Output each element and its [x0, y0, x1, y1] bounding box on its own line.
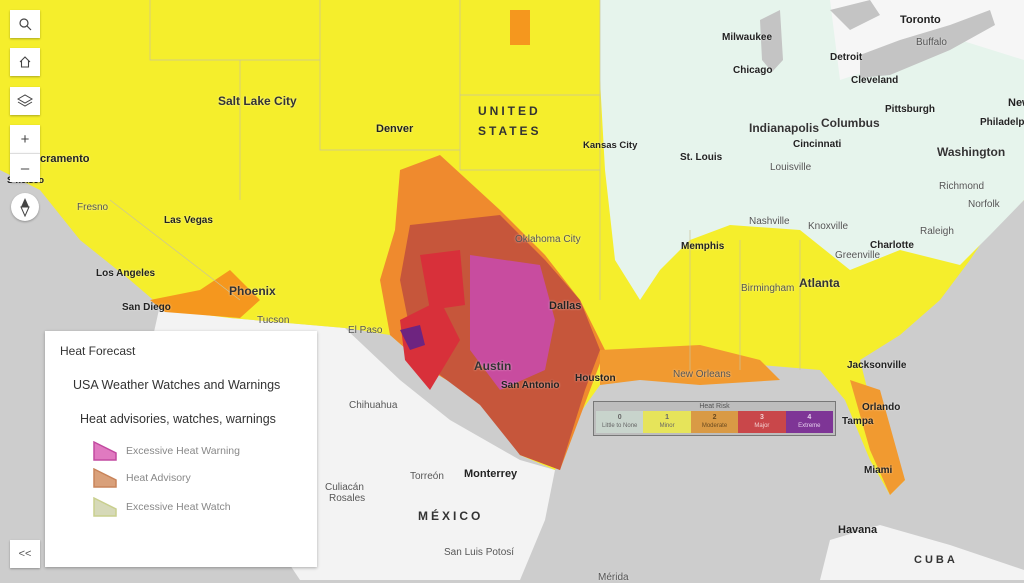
- mexico-land: [150, 305, 1024, 580]
- city-label: Havana: [838, 524, 878, 536]
- country-label: MÉXICO: [418, 509, 484, 523]
- heat-extreme: [400, 325, 425, 350]
- heat-risk-level-2: 2 Moderate: [690, 411, 739, 433]
- polygon-swatch-icon: [93, 441, 117, 461]
- legend-layer-title: USA Weather Watches and Warnings: [73, 378, 281, 392]
- city-label: Richmond: [939, 181, 985, 192]
- heat-gulf: [600, 345, 905, 495]
- city-label: cramento: [40, 153, 90, 165]
- heat-risk-level-4: 4 Extreme: [785, 411, 834, 433]
- great-lakes: [760, 0, 995, 78]
- city-label: Jacksonville: [847, 360, 907, 371]
- city-label: Orlando: [862, 402, 901, 413]
- city-label: New Orleans: [673, 369, 731, 380]
- city-label: Raleigh: [920, 226, 954, 237]
- city-label: Fresno: [77, 202, 109, 213]
- country-label: CUBA: [914, 554, 958, 566]
- city-label: Las Vegas: [164, 215, 213, 226]
- city-label: Memphis: [681, 241, 725, 252]
- city-label: Greenville: [835, 250, 881, 261]
- legend-item-label: Excessive Heat Warning: [126, 445, 240, 457]
- city-label: Cleveland: [851, 75, 899, 86]
- city-label: Birmingham: [741, 283, 795, 294]
- city-label: Phoenix: [229, 284, 276, 298]
- city-label: Pittsburgh: [885, 104, 935, 115]
- city-label: Chihuahua: [349, 400, 398, 411]
- city-label: San Antonio: [501, 380, 560, 391]
- country-label: UNITED: [478, 104, 541, 118]
- city-label: Tampa: [842, 416, 874, 427]
- city-label: Monterrey: [464, 468, 518, 480]
- city-label: Cincinnati: [793, 139, 842, 150]
- home-button[interactable]: [10, 48, 40, 76]
- city-label: Atlanta: [799, 276, 840, 290]
- layers-button[interactable]: [10, 87, 40, 115]
- city-label: Culiacán: [325, 482, 364, 493]
- heat-risk-title: Heat Risk: [699, 403, 730, 410]
- city-label: El Paso: [348, 325, 383, 336]
- city-label: Charlotte: [870, 240, 914, 251]
- city-label: New: [1008, 97, 1024, 109]
- city-label: Los Angeles: [96, 268, 156, 279]
- northeast-low-risk: [600, 0, 1024, 300]
- city-label: Buffalo: [916, 37, 947, 48]
- city-label: Austin: [474, 359, 512, 373]
- legend-title: Heat Forecast: [60, 344, 136, 358]
- city-label: Salt Lake City: [218, 94, 297, 108]
- city-label: Toronto: [900, 14, 941, 26]
- heat-risk-level-1: 1 Minor: [643, 411, 691, 433]
- polygon-swatch-icon: [93, 497, 117, 517]
- city-label: Oklahoma City: [515, 234, 581, 245]
- city-label: Knoxville: [808, 221, 849, 232]
- city-label: Indianapolis: [749, 121, 820, 135]
- heat-major: [400, 250, 465, 390]
- compass-icon: [20, 198, 30, 217]
- legend-panel: Heat Forecast USA Weather Watches and Wa…: [45, 331, 317, 567]
- city-label: Kansas City: [583, 140, 638, 151]
- legend-item-heat-advisory: Heat Advisory: [93, 468, 191, 488]
- city-label: Louisville: [770, 162, 812, 173]
- polygon-swatch-icon: [93, 468, 117, 488]
- legend-item-label: Excessive Heat Watch: [126, 501, 231, 513]
- layers-icon: [17, 94, 33, 107]
- city-label: Tucson: [257, 315, 290, 326]
- city-label: San Diego: [122, 302, 171, 313]
- city-label: Norfolk: [968, 199, 1000, 210]
- city-label: St. Louis: [680, 152, 723, 163]
- compass-button[interactable]: [11, 193, 39, 221]
- heat-warning-pink: [470, 255, 555, 390]
- legend-item-excessive-heat-warning: Excessive Heat Warning: [93, 441, 240, 461]
- legend-item-excessive-heat-watch: Excessive Heat Watch: [93, 497, 231, 517]
- city-label: Denver: [376, 123, 414, 135]
- zoom-out-button[interactable]: –: [10, 153, 40, 182]
- home-icon: [19, 56, 31, 68]
- zoom-in-button[interactable]: +: [10, 125, 40, 153]
- city-label: Washington: [937, 145, 1006, 159]
- collapse-button[interactable]: <<: [10, 540, 40, 568]
- heat-risk-key: Heat Risk 0 Little to None 1 Minor 2 Modera…: [593, 401, 836, 436]
- city-label: Rosales: [329, 493, 366, 504]
- search-button[interactable]: [10, 10, 40, 38]
- city-label: Philadelphi: [980, 117, 1024, 128]
- city-label: Columbus: [821, 116, 880, 130]
- city-label: Milwaukee: [722, 32, 773, 43]
- city-label: Detroit: [830, 52, 863, 63]
- city-label: Houston: [575, 373, 616, 384]
- city-label: San Luis Potosí: [444, 547, 515, 558]
- heat-risk-level-3: 3 Major: [738, 411, 786, 433]
- search-icon: [19, 18, 32, 31]
- city-label: Miami: [864, 465, 893, 476]
- city-label: Nashville: [749, 216, 790, 227]
- city-label: Mérida: [598, 572, 629, 583]
- city-label: Chicago: [733, 65, 773, 76]
- legend-item-label: Heat Advisory: [126, 472, 191, 484]
- heat-risk-level-0: 0 Little to None: [596, 411, 644, 433]
- state-borders: [109, 0, 801, 370]
- country-label: STATES: [478, 124, 542, 138]
- city-label: Torreón: [410, 471, 444, 482]
- legend-sublayer-title: Heat advisories, watches, warnings: [80, 412, 276, 426]
- city-label: Dallas: [549, 300, 582, 312]
